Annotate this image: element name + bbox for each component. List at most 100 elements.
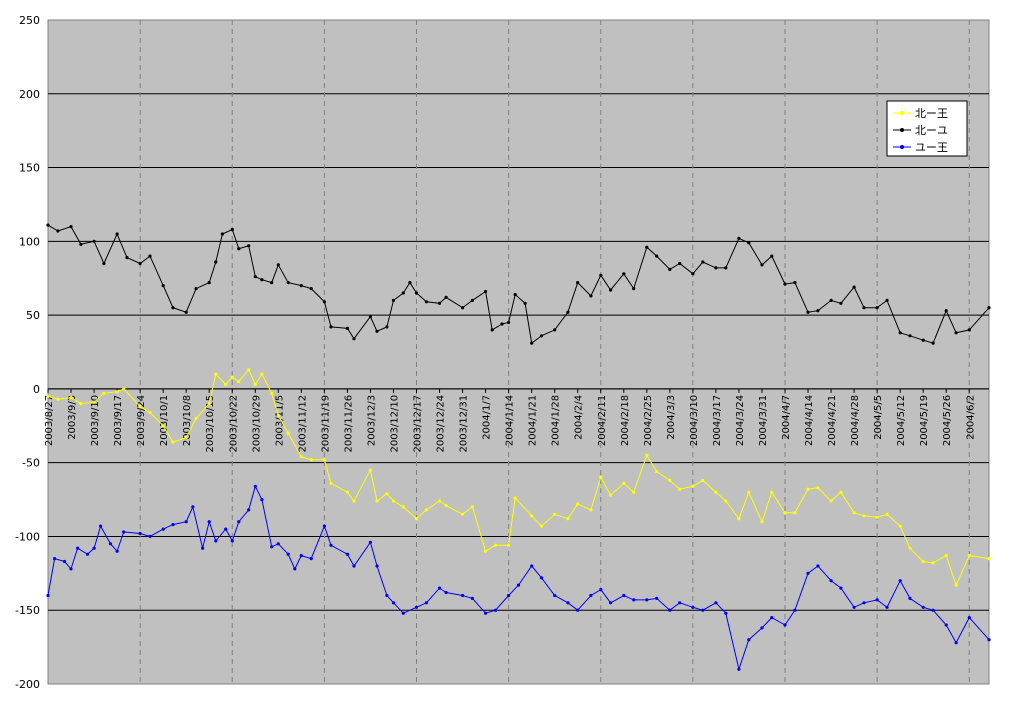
data-point	[102, 261, 106, 266]
data-point	[898, 579, 902, 583]
data-point	[576, 608, 580, 612]
series-1	[46, 368, 991, 587]
data-point	[829, 298, 833, 302]
y-tick-label: -100	[15, 530, 40, 543]
data-point	[115, 549, 119, 553]
data-point	[908, 546, 912, 550]
x-tick-label: 2003/11/12	[297, 395, 308, 453]
data-point	[56, 397, 60, 401]
data-point	[171, 523, 175, 527]
data-point	[576, 281, 580, 285]
data-point	[931, 608, 935, 612]
data-point	[523, 301, 527, 305]
data-point	[539, 524, 544, 528]
data-point	[414, 605, 419, 609]
data-point	[931, 561, 935, 565]
data-point	[299, 554, 303, 558]
data-point	[987, 638, 991, 642]
data-point	[352, 499, 356, 503]
data-point	[655, 469, 659, 474]
data-point	[862, 306, 866, 310]
x-tick-label: 2004/5/26	[942, 395, 953, 446]
data-point	[599, 475, 603, 479]
data-point	[138, 405, 142, 409]
series-2	[46, 223, 991, 345]
data-point	[247, 508, 251, 512]
data-point	[770, 254, 774, 258]
data-point	[171, 440, 175, 444]
data-point	[345, 552, 349, 556]
data-point	[566, 601, 570, 605]
data-point	[908, 334, 912, 338]
data-point	[293, 567, 297, 571]
data-point	[286, 281, 290, 285]
data-point	[461, 306, 465, 310]
data-point	[391, 601, 396, 605]
x-tick-label: 2003/11/19	[320, 395, 331, 453]
data-point	[102, 391, 106, 395]
x-tick-label: 2004/5/5	[873, 395, 884, 440]
data-point	[161, 284, 165, 288]
data-point	[161, 527, 165, 531]
data-point	[401, 611, 405, 615]
data-point	[125, 256, 129, 260]
data-point	[401, 505, 405, 509]
data-point	[69, 225, 73, 229]
data-point	[599, 273, 603, 277]
data-point	[401, 291, 405, 295]
data-point	[253, 382, 257, 387]
data-point	[668, 267, 672, 271]
data-point	[816, 309, 820, 313]
data-point	[76, 546, 80, 550]
data-point	[237, 520, 241, 524]
data-point	[299, 284, 303, 288]
data-point	[214, 260, 218, 264]
data-point	[385, 325, 389, 329]
y-tick-label: -150	[15, 604, 40, 617]
x-tick-label: 2004/2/4	[574, 395, 585, 440]
data-point	[747, 490, 751, 494]
data-point	[484, 611, 488, 615]
data-point	[309, 287, 313, 291]
data-point	[783, 282, 787, 286]
data-point	[391, 298, 396, 302]
data-point	[194, 416, 198, 420]
data-point	[987, 306, 991, 310]
data-point	[46, 593, 50, 598]
data-point	[632, 598, 636, 602]
data-point	[69, 396, 73, 400]
data-point	[92, 400, 96, 404]
data-point	[622, 272, 626, 276]
data-point	[437, 499, 442, 503]
data-point	[724, 266, 728, 270]
data-point	[691, 605, 695, 609]
x-tick-label: 2004/2/25	[643, 395, 654, 446]
data-point	[714, 490, 718, 494]
data-point	[944, 623, 948, 627]
data-point	[760, 520, 764, 524]
data-point	[954, 583, 958, 587]
data-point	[770, 490, 774, 494]
data-point	[885, 605, 889, 609]
data-point	[806, 571, 810, 575]
x-tick-label: 2004/2/11	[597, 395, 608, 446]
data-point	[921, 605, 925, 609]
data-point	[875, 598, 879, 602]
x-tick-label: 2003/9/3	[67, 395, 78, 440]
data-point	[224, 382, 228, 387]
x-tick-label: 2004/1/14	[505, 395, 516, 446]
data-point	[701, 608, 705, 612]
data-point	[352, 337, 356, 341]
data-point	[645, 245, 649, 249]
data-point	[747, 638, 751, 642]
data-point	[530, 564, 534, 568]
x-tick-label: 2004/4/21	[827, 395, 838, 446]
data-point	[599, 588, 603, 592]
data-point	[92, 546, 96, 550]
y-tick-label: 0	[33, 383, 40, 396]
x-tick-label: 2004/1/21	[528, 395, 539, 446]
data-point	[714, 266, 718, 270]
data-point	[276, 413, 280, 417]
data-point	[931, 341, 935, 345]
